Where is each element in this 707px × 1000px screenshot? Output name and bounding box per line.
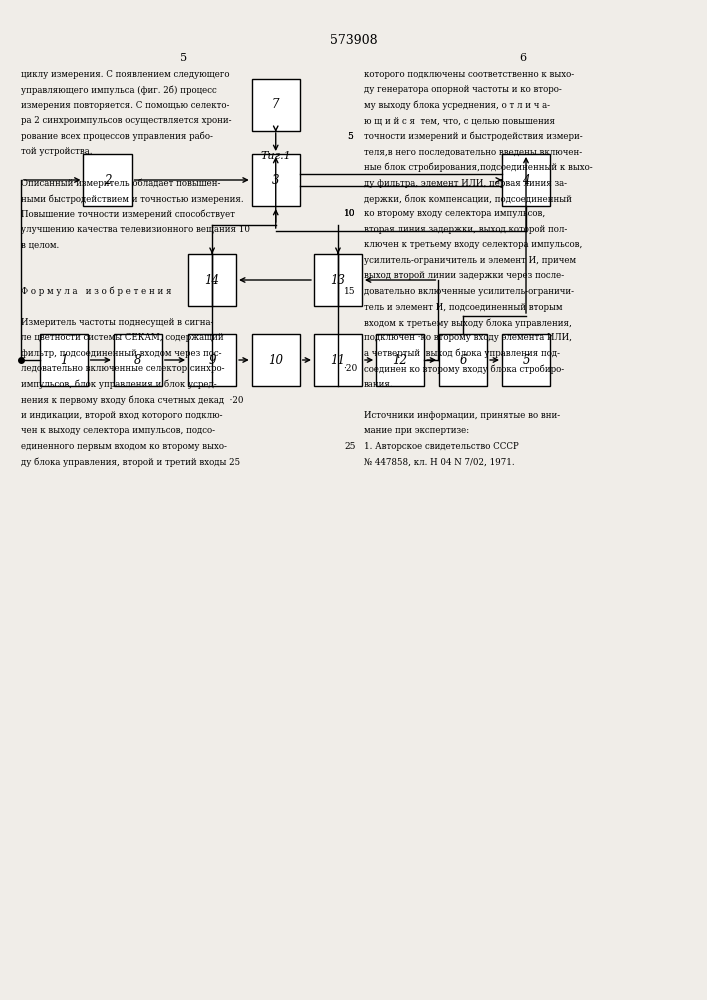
Text: теля,в него последовательно введены включен-: теля,в него последовательно введены вклю… bbox=[364, 147, 583, 156]
Text: Источники информации, принятые во вни-: Источники информации, принятые во вни- bbox=[364, 411, 560, 420]
Bar bbox=[314, 254, 362, 306]
Text: и индикации, второй вход которого подклю-: и индикации, второй вход которого подклю… bbox=[21, 411, 223, 420]
Text: 5: 5 bbox=[180, 53, 187, 63]
Text: мание при экспертизе:: мание при экспертизе: bbox=[364, 426, 469, 435]
Bar bbox=[502, 334, 550, 386]
Text: Измеритель частоты поднесущей в сигна-: Измеритель частоты поднесущей в сигна- bbox=[21, 318, 214, 327]
Text: ·20: ·20 bbox=[343, 364, 357, 373]
Bar bbox=[252, 79, 300, 131]
Text: фильтр, подсоединенный входом через пос-: фильтр, подсоединенный входом через пос- bbox=[21, 349, 222, 358]
Text: управляющего импульса (фиг. 2б) процесс: управляющего импульса (фиг. 2б) процесс bbox=[21, 85, 217, 95]
Text: подключен ·ко второму входу элемента ИЛИ,: подключен ·ко второму входу элемента ИЛИ… bbox=[364, 333, 572, 342]
Text: № 447858, кл. Н 04 N 7/02, 1971.: № 447858, кл. Н 04 N 7/02, 1971. bbox=[364, 458, 515, 466]
Text: 7: 7 bbox=[272, 99, 279, 111]
Text: довательно включенные усилитель-ограничи-: довательно включенные усилитель-ограничи… bbox=[364, 287, 574, 296]
Text: 573908: 573908 bbox=[329, 33, 378, 46]
Text: 5: 5 bbox=[522, 354, 530, 366]
Text: тель и элемент И, подсоединенный вторым: тель и элемент И, подсоединенный вторым bbox=[364, 302, 563, 312]
Text: 4: 4 bbox=[522, 174, 530, 186]
Text: Описанный измеритель обладает повышен-: Описанный измеритель обладает повышен- bbox=[21, 178, 221, 188]
Text: 3: 3 bbox=[272, 174, 279, 186]
Text: 1: 1 bbox=[60, 354, 67, 366]
Text: импульсов, блок управления и блок усред-: импульсов, блок управления и блок усред- bbox=[21, 380, 217, 389]
Text: Повышение точности измерений способствует: Повышение точности измерений способствуе… bbox=[21, 210, 235, 219]
Text: точности измерений и быстродействия измери-: точности измерений и быстродействия изме… bbox=[364, 132, 583, 141]
Text: выход второй линии задержки через после-: выход второй линии задержки через после- bbox=[364, 271, 564, 280]
Text: 15: 15 bbox=[344, 287, 356, 296]
Text: ю щ и й с я  тем, что, с целью повышения: ю щ и й с я тем, что, с целью повышения bbox=[364, 116, 555, 125]
Text: 14: 14 bbox=[204, 273, 220, 286]
Text: вания.: вания. bbox=[364, 380, 394, 389]
Text: 5: 5 bbox=[347, 132, 353, 141]
Text: единенного первым входом ко второму выхо-: единенного первым входом ко второму выхо… bbox=[21, 442, 227, 451]
Text: 11: 11 bbox=[330, 354, 346, 366]
Text: Τиг.1: Τиг.1 bbox=[260, 151, 291, 161]
Text: ле цветности системы СЕКАМ, содержащий: ле цветности системы СЕКАМ, содержащий bbox=[21, 333, 224, 342]
Text: 10: 10 bbox=[344, 210, 356, 219]
Text: ледовательно включенные селектор синхро-: ледовательно включенные селектор синхро- bbox=[21, 364, 225, 373]
Text: соединен ко второму входу блока стробиро-: соединен ко второму входу блока стробиро… bbox=[364, 364, 564, 374]
Text: му выходу блока усреднения, о т л и ч а-: му выходу блока усреднения, о т л и ч а- bbox=[364, 101, 550, 110]
Bar bbox=[188, 334, 236, 386]
Text: 5: 5 bbox=[347, 132, 353, 141]
Text: циклу измерения. С появлением следующего: циклу измерения. С появлением следующего bbox=[21, 70, 230, 79]
Text: 12: 12 bbox=[392, 354, 408, 366]
Text: рование всех процессов управления рабо-: рование всех процессов управления рабо- bbox=[21, 132, 213, 141]
Text: 9: 9 bbox=[209, 354, 216, 366]
Text: вторая линия задержки, выход которой пол-: вторая линия задержки, выход которой пол… bbox=[364, 225, 567, 234]
Text: нения к первому входу блока счетных декад  ·20: нения к первому входу блока счетных дека… bbox=[21, 395, 244, 405]
Text: ду фильтра, элемент ИЛИ, первая линия за-: ду фильтра, элемент ИЛИ, первая линия за… bbox=[364, 178, 567, 188]
Text: 6: 6 bbox=[460, 354, 467, 366]
Text: в целом.: в целом. bbox=[21, 240, 59, 249]
Text: которого подключены соответственно к выхо-: которого подключены соответственно к вых… bbox=[364, 70, 574, 79]
Text: 10: 10 bbox=[344, 210, 356, 219]
Text: а четвертый  выход блока управления под-: а четвертый выход блока управления под- bbox=[364, 349, 560, 359]
Text: измерения повторяется. С помощью селекто-: измерения повторяется. С помощью селекто… bbox=[21, 101, 230, 110]
Text: усилитель-ограничитель и элемент И, причем: усилитель-ограничитель и элемент И, прич… bbox=[364, 256, 576, 265]
Text: 8: 8 bbox=[134, 354, 141, 366]
Text: ные блок стробирования,подсоединенный к выхо-: ные блок стробирования,подсоединенный к … bbox=[364, 163, 592, 172]
Text: 25: 25 bbox=[344, 442, 356, 451]
Text: ду генератора опорной частоты и ко второ-: ду генератора опорной частоты и ко второ… bbox=[364, 85, 562, 94]
Text: 10: 10 bbox=[268, 354, 284, 366]
Bar bbox=[314, 334, 362, 386]
Bar bbox=[40, 334, 88, 386]
Text: ра 2 синхроимпульсов осуществляется хрони-: ра 2 синхроимпульсов осуществляется хрон… bbox=[21, 116, 232, 125]
Text: той устройства.: той устройства. bbox=[21, 147, 93, 156]
Text: 6: 6 bbox=[520, 53, 527, 63]
Bar bbox=[252, 154, 300, 206]
Text: 13: 13 bbox=[330, 273, 346, 286]
Text: ными быстродействием и точностью измерения.: ными быстродействием и точностью измерен… bbox=[21, 194, 244, 204]
Bar bbox=[188, 254, 236, 306]
Text: 1. Авторское свидетельство СССР: 1. Авторское свидетельство СССР bbox=[364, 442, 519, 451]
Text: улучшению качества телевизионного вещания 10: улучшению качества телевизионного вещани… bbox=[21, 225, 250, 234]
Text: ду блока управления, второй и третий входы 25: ду блока управления, второй и третий вхо… bbox=[21, 458, 240, 467]
Bar bbox=[252, 334, 300, 386]
Bar bbox=[439, 334, 487, 386]
Text: 2: 2 bbox=[104, 174, 111, 186]
Text: Ф о р м у л а   и з о б р е т е н и я: Ф о р м у л а и з о б р е т е н и я bbox=[21, 287, 172, 296]
Text: держки, блок компенсации, подсоединенный: держки, блок компенсации, подсоединенный bbox=[364, 194, 572, 204]
Bar bbox=[83, 154, 132, 206]
Text: входом к третьему выходу блока управления,: входом к третьему выходу блока управлени… bbox=[364, 318, 572, 328]
Bar bbox=[502, 154, 550, 206]
Text: чен к выходу селектора импульсов, подсо-: чен к выходу селектора импульсов, подсо- bbox=[21, 426, 215, 435]
Text: ко второму входу селектора импульсов,: ко второму входу селектора импульсов, bbox=[364, 210, 545, 219]
Text: ключен к третьему входу селектора импульсов,: ключен к третьему входу селектора импуль… bbox=[364, 240, 583, 249]
Bar bbox=[376, 334, 424, 386]
Bar bbox=[114, 334, 162, 386]
